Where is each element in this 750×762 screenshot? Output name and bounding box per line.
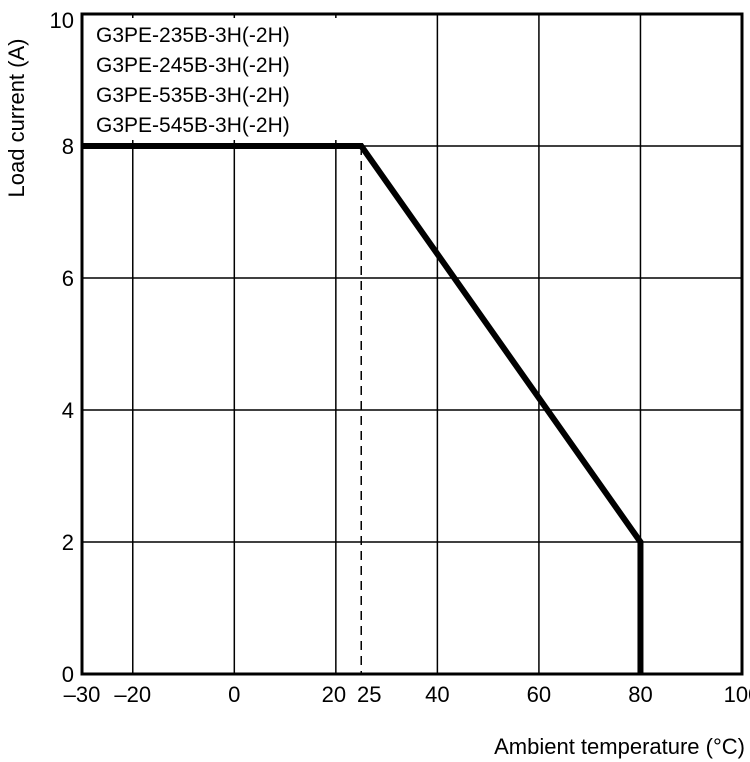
legend-entry: G3PE-535B-3H(-2H) [96,84,290,107]
x-tick-label: –20 [114,682,151,707]
series-group [82,143,644,674]
y-tick-label: 10 [50,8,74,33]
x-tick-label: –30 [64,682,101,707]
legend-background [88,18,352,140]
x-tick-label: 20 [322,682,346,707]
y-tick-label: 0 [62,662,74,687]
x-tick-label: 40 [425,682,449,707]
x-tick-labels: –30 –20 0 20 25 40 60 80 100 [64,682,750,707]
y-tick-labels: 0 2 4 6 8 10 [50,8,74,687]
legend-entry: G3PE-545B-3H(-2H) [96,114,290,137]
x-axis-label: Ambient temperature (°C) [494,734,745,759]
y-tick-label: 6 [62,266,74,291]
plot-frame [80,12,744,676]
legend: G3PE-235B-3H(-2H) G3PE-245B-3H(-2H) G3PE… [96,24,290,137]
legend-entry: G3PE-245B-3H(-2H) [96,54,290,77]
x-tick-label: 80 [628,682,652,707]
x-tick-label: 0 [228,682,240,707]
y-axis-label: Load current (A) [4,39,29,198]
x-tick-label: 100 [724,682,750,707]
derating-curve [82,143,644,674]
legend-entry: G3PE-235B-3H(-2H) [96,24,290,47]
x-tick-label: 25 [357,682,381,707]
y-tick-label: 4 [62,398,74,423]
y-tick-label: 2 [62,530,74,555]
y-tick-label: 8 [62,134,74,159]
x-tick-label: 60 [527,682,551,707]
